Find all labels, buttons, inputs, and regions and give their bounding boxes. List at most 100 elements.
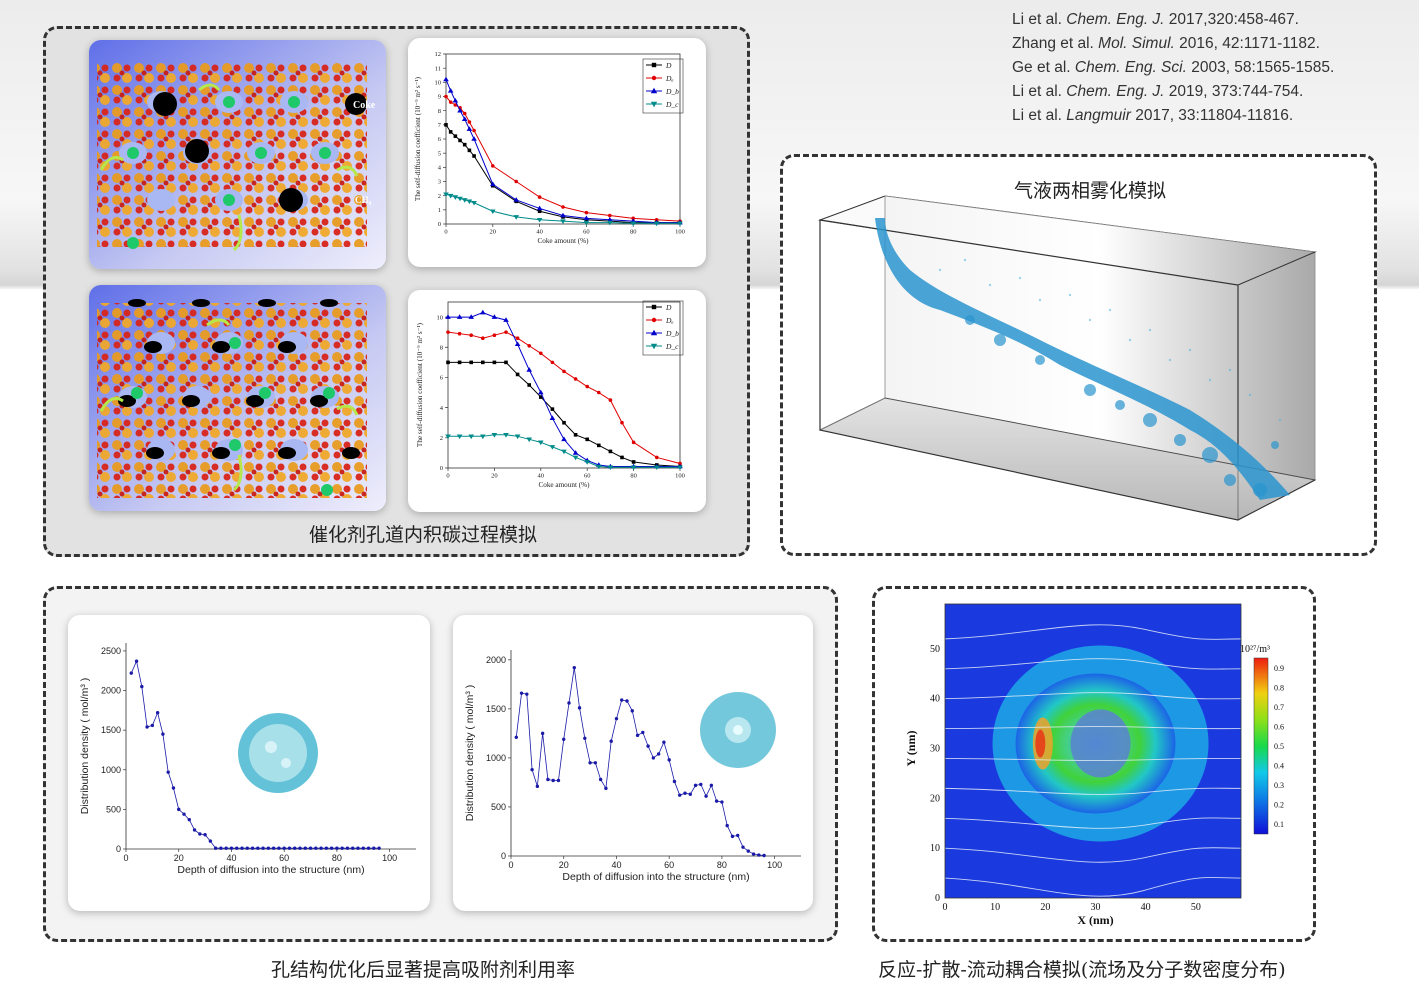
reference-journal: Mol. Simul. <box>1098 35 1175 52</box>
colorbar-tick-label: 0.7 <box>1274 703 1284 712</box>
data-point <box>585 384 589 389</box>
data-point <box>693 783 698 788</box>
data-point <box>458 138 462 143</box>
data-point <box>445 314 451 319</box>
data-point <box>625 699 629 703</box>
data-point <box>630 465 637 471</box>
data-point <box>677 465 683 471</box>
data-point <box>720 800 724 804</box>
x-tick-label: 100 <box>675 473 685 480</box>
y-tick-label: 0 <box>935 893 940 904</box>
data-point <box>677 221 683 227</box>
x-tick-label: 100 <box>382 853 397 863</box>
diffusion-coefficient-chart-bottom: 0 20 40 60 80 100 0 2 4 6 8 10 Coke amount (%) The se… <box>416 300 685 489</box>
y-tick-label: 40 <box>930 694 940 705</box>
y-tick-label: 3 <box>438 179 441 186</box>
legend-label: Dₐ <box>665 74 674 83</box>
streamline <box>944 624 1242 640</box>
y-tick-label: 10 <box>437 314 444 321</box>
legend-marker <box>651 62 657 68</box>
data-point <box>224 846 228 850</box>
reference-list: Li et al. Chem. Eng. J. 2017,320:458-467… <box>1012 8 1334 128</box>
data-point <box>480 434 486 440</box>
particle-cross-section-right <box>700 692 776 768</box>
reference-details: 2003, 58:1565-1585. <box>1186 59 1335 76</box>
data-point <box>667 758 671 762</box>
data-point <box>456 314 463 319</box>
data-point <box>453 134 458 138</box>
data-point <box>561 205 565 209</box>
coke-chart-card-top: 0 20 40 60 80 100 0 1 2 3 4 5 6 7 8 9 10 11 12 Coke amount … <box>408 38 706 267</box>
reference-authors: Ge et al. <box>1012 59 1075 76</box>
y-tick-label: 1500 <box>486 704 506 714</box>
data-point <box>525 692 529 696</box>
data-point <box>560 212 566 218</box>
data-point <box>372 846 376 850</box>
data-point <box>514 735 518 740</box>
y-tick-label: 500 <box>106 804 121 814</box>
y-axis-label: The self-diffusion coefficient (10⁻⁹ m² … <box>414 76 422 201</box>
y-tick-label: 20 <box>930 793 940 804</box>
streamline <box>944 726 1242 730</box>
data-point <box>187 817 191 822</box>
data-point <box>537 209 542 214</box>
plot-frame <box>445 53 681 225</box>
y-tick-label: 10 <box>930 843 940 854</box>
x-tick-label: 50 <box>1191 902 1201 913</box>
y-tick-label: 7 <box>438 122 442 129</box>
data-point <box>656 752 661 756</box>
colorbar-tick-label: 0.8 <box>1274 683 1284 692</box>
series-line <box>445 193 680 224</box>
data-point <box>561 436 567 442</box>
y-tick-label: 10 <box>435 80 442 87</box>
legend-label: D_b <box>665 329 679 338</box>
x-axis-label: X (nm) <box>1077 913 1113 927</box>
data-point <box>593 761 598 765</box>
legend-label: D_c <box>665 342 679 351</box>
y-tick-label: 5 <box>438 150 441 157</box>
series-line <box>445 124 680 224</box>
data-point <box>641 730 645 735</box>
y-tick-label: 0 <box>440 465 443 472</box>
data-point <box>245 846 249 850</box>
data-point <box>219 846 223 850</box>
data-point <box>447 193 454 199</box>
data-point <box>515 372 520 377</box>
data-point <box>471 136 477 141</box>
y-tick-label: 1 <box>438 207 441 214</box>
data-point <box>456 434 463 440</box>
data-point <box>129 671 133 675</box>
data-point <box>551 778 555 783</box>
data-point <box>538 389 544 395</box>
y-tick-label: 12 <box>435 51 442 58</box>
data-point <box>562 420 566 425</box>
data-point <box>480 309 486 315</box>
data-point <box>560 219 566 224</box>
x-tick-label: 100 <box>767 860 782 870</box>
series-line <box>445 79 680 224</box>
legend-marker <box>650 87 658 94</box>
data-point <box>519 691 524 695</box>
data-point <box>298 846 302 850</box>
data-point <box>736 833 740 838</box>
data-point <box>256 846 260 850</box>
data-point <box>598 777 603 782</box>
x-axis-label: Depth of diffusion into the structure (n… <box>562 871 749 883</box>
coke-caption: 催化剂孔道内积碳过程模拟 <box>309 524 538 546</box>
data-point <box>466 126 473 131</box>
reference-authors: Zhang et al. <box>1012 35 1099 52</box>
data-point <box>171 786 176 790</box>
data-point <box>614 716 619 721</box>
reference-item: Ge et al. Chem. Eng. Sci. 2003, 58:1565-… <box>1012 56 1334 80</box>
data-point <box>461 116 468 121</box>
data-point <box>457 360 462 365</box>
y-tick-label: 50 <box>930 644 940 655</box>
data-point <box>538 440 544 446</box>
data-point <box>573 433 578 437</box>
data-point <box>356 846 360 850</box>
atomization-simulation-image <box>818 195 1317 521</box>
y-tick-label: 8 <box>440 344 443 351</box>
data-point <box>492 360 497 365</box>
x-tick-label: 30 <box>1091 902 1101 913</box>
data-point <box>527 383 531 387</box>
